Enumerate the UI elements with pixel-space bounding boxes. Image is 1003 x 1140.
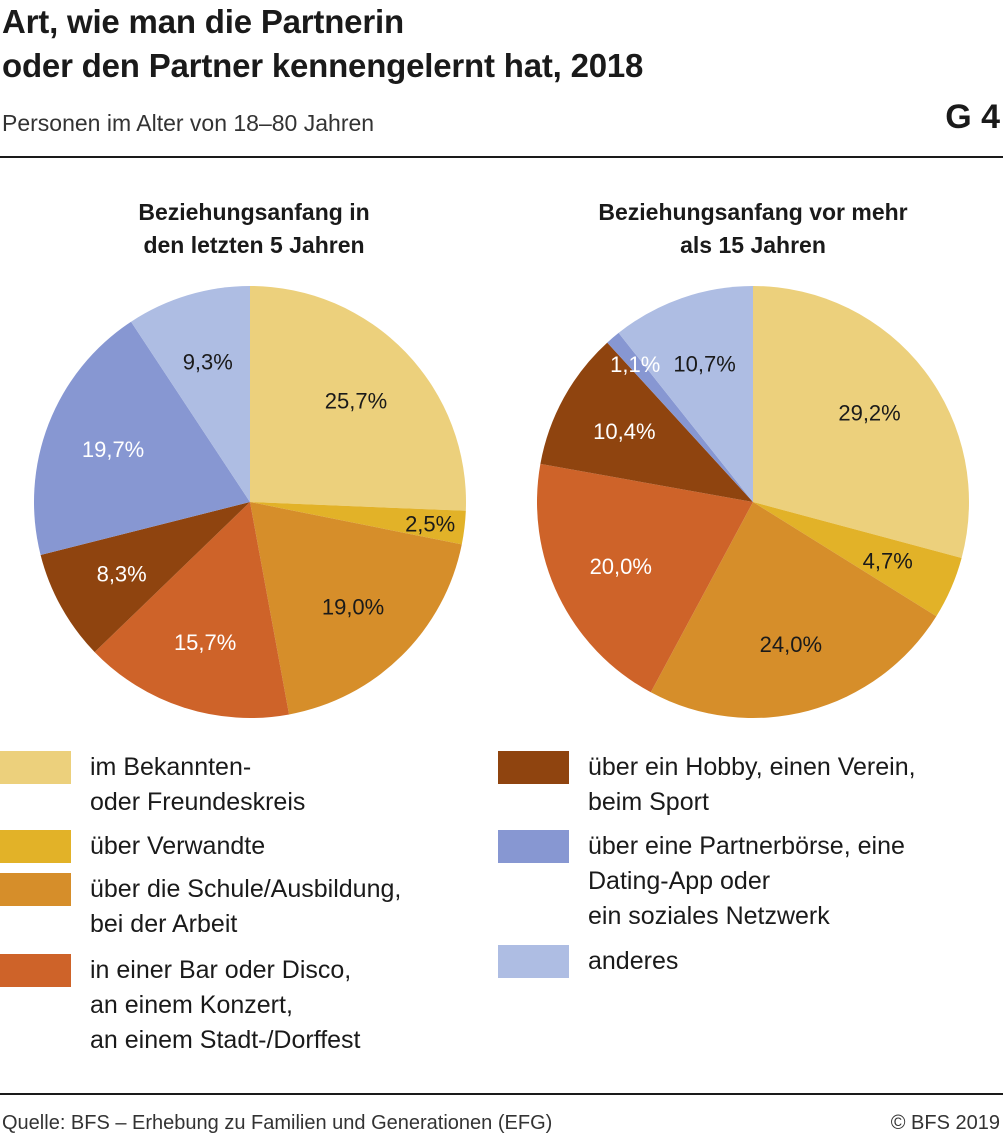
data-label-verwandte: 4,7% (863, 548, 913, 573)
pie-slice-bar-disco (94, 502, 290, 718)
data-label-anderes: 9,3% (183, 349, 233, 374)
pie-title-right-line2: als 15 Jahren (680, 232, 826, 258)
data-label-bekanntenkreis: 25,7% (325, 388, 387, 413)
pie-title-right-line1: Beziehungsanfang vor mehr (598, 199, 908, 225)
source-note: Quelle: BFS – Erhebung zu Familien und G… (2, 1112, 553, 1134)
legend-swatch (0, 751, 71, 784)
legend-label: über ein Hobby, einen Verein, beim Sport (588, 753, 916, 816)
pie-slice-schule-arbeit (250, 502, 462, 715)
data-label-bar-disco: 20,0% (590, 554, 652, 579)
legend-label: über die Schule/Ausbildung, bei der Arbe… (90, 875, 402, 938)
legend-label: anderes (588, 947, 679, 975)
pie-slice-hobby (40, 502, 250, 653)
legend-label: über eine Partnerbörse, eine Dating-App … (588, 832, 905, 930)
data-label-verwandte: 2,5% (405, 512, 455, 537)
pie-title-left-line1: Beziehungsanfang in (138, 199, 370, 225)
legend-item-schule-arbeit: über die Schule/Ausbildung, bei der Arbe… (0, 872, 401, 942)
data-label-bar-disco: 15,7% (174, 630, 236, 655)
legend-label: in einer Bar oder Disco, an einem Konzer… (90, 956, 361, 1054)
data-label-schule-arbeit: 19,0% (322, 595, 384, 620)
figure-number: G 4 (945, 98, 1000, 136)
pie-slice-anderes (131, 286, 250, 502)
data-label-hobby: 10,4% (593, 419, 655, 444)
legend-item-anderes: anderes (498, 944, 678, 979)
pie-chart-recent: 25,7% 2,5% 19,0% 15,7% 8,3% 19,7% 9,3% (33, 286, 466, 718)
data-label-anderes: 10,7% (673, 351, 735, 376)
pie-slice-hobby (540, 342, 753, 502)
copyright: © BFS 2019 (890, 1112, 1000, 1134)
data-label-hobby: 8,3% (97, 561, 147, 586)
legend-swatch (498, 830, 569, 863)
pie-charts: 25,7% 2,5% 19,0% 15,7% 8,3% 19,7% 9,3% 29,2% 4,… (33, 286, 969, 719)
pie-title-left: Beziehungsanfang in den letzten 5 Jahren (34, 196, 474, 262)
legend-item-bar-disco: in einer Bar oder Disco, an einem Konzer… (0, 953, 361, 1058)
chart-title-line2: oder den Partner kennengelernt hat, 2018 (2, 47, 644, 84)
legend-item-hobby: über ein Hobby, einen Verein, beim Sport (498, 750, 916, 820)
chart-title-line1: Art, wie man die Partnerin (2, 3, 404, 40)
pie-slice-bar-disco (537, 463, 753, 693)
pie-title-left-line2: den letzten 5 Jahren (143, 232, 365, 258)
data-label-bekanntenkreis: 29,2% (838, 401, 900, 426)
legend-label: im Bekannten- oder Freundeskreis (90, 753, 306, 816)
pie-slice-partnerboerse (33, 321, 250, 555)
chart-title: Art, wie man die Partnerin oder den Part… (2, 0, 643, 88)
data-label-partnerboerse: 19,7% (82, 437, 144, 462)
pie-slice-verwandte (250, 502, 466, 545)
pie-title-right: Beziehungsanfang vor mehr als 15 Jahren (533, 196, 973, 262)
legend-label: über Verwandte (90, 832, 266, 860)
legend-item-bekanntenkreis: im Bekannten- oder Freundeskreis (0, 750, 305, 820)
legend-item-partnerboerse: über eine Partnerbörse, eine Dating-App … (498, 829, 905, 934)
pie-slice-partnerboerse (607, 332, 753, 502)
pie-chart-older: 29,2% 4,7% 24,0% 20,0% 10,4% 1,1% 10,7% (537, 286, 969, 719)
pie-slice-bekanntenkreis (753, 286, 969, 558)
data-label-schule-arbeit: 24,0% (760, 632, 822, 657)
chart-subtitle: Personen im Alter von 18–80 Jahren (2, 110, 375, 136)
legend-swatch (0, 873, 71, 906)
legend-swatch (498, 751, 569, 784)
bottom-divider (0, 1093, 1003, 1095)
pie-slice-schule-arbeit (650, 502, 937, 719)
legend-swatch (0, 954, 71, 987)
legend-swatch (498, 945, 569, 978)
pie-slice-bekanntenkreis (250, 286, 466, 511)
pie-slice-verwandte (753, 502, 962, 617)
legend-swatch (0, 830, 71, 863)
data-label-partnerboerse: 1,1% (610, 352, 660, 377)
legend-item-verwandte: über Verwandte (0, 829, 265, 864)
pie-slice-anderes (618, 286, 753, 502)
top-divider (0, 156, 1003, 158)
